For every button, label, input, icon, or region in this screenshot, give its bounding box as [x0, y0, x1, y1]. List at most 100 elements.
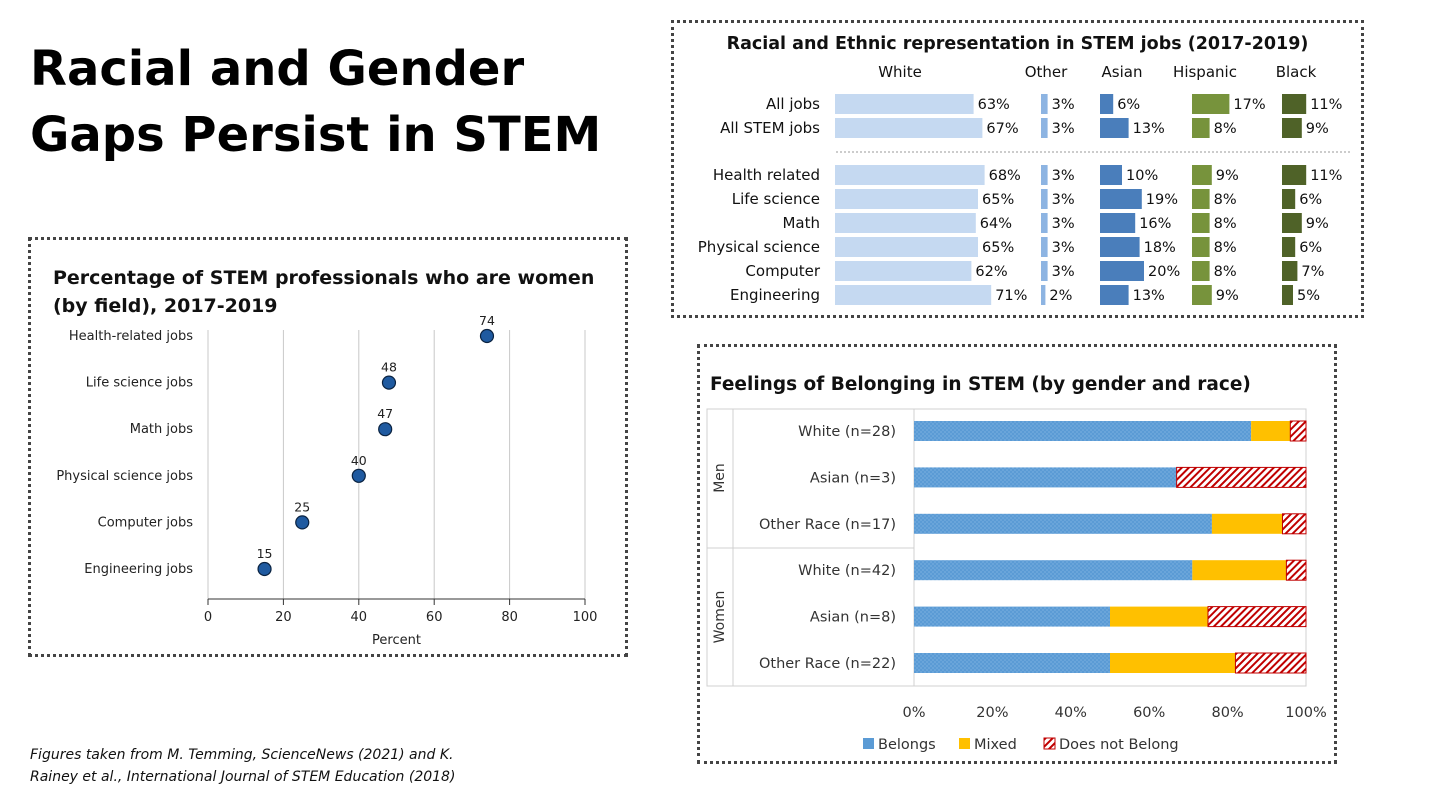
- slide-title: Racial and Gender Gaps Persist in STEM: [30, 36, 650, 168]
- race-bar-label: 13%: [1133, 121, 1165, 137]
- race-bar: [1100, 285, 1129, 305]
- belonging-bar-segment: [1176, 466, 1307, 488]
- race-category-label: All STEM jobs: [720, 119, 820, 137]
- women-x-tick-label: 20: [275, 610, 292, 625]
- race-bar-label: 71%: [995, 288, 1027, 304]
- women-chart-title-line1: Percentage of STEM professionals who are…: [53, 267, 595, 289]
- race-bar-label: 5%: [1297, 288, 1320, 304]
- race-bar: [1100, 189, 1142, 209]
- race-bar-label: 8%: [1214, 240, 1237, 256]
- belonging-category-label: White (n=28): [798, 424, 896, 440]
- race-bar-label: 19%: [1146, 192, 1178, 208]
- race-bar-label: 9%: [1306, 121, 1329, 137]
- belonging-bar-segment: [914, 421, 1252, 441]
- belonging-bar-segment: [1281, 513, 1307, 535]
- race-bar: [1041, 237, 1048, 257]
- race-category-label: All jobs: [766, 95, 820, 113]
- women-x-tick-label: 100: [573, 610, 598, 625]
- race-bar-label: 3%: [1052, 192, 1075, 208]
- race-bar-label: 9%: [1216, 288, 1239, 304]
- race-group-header: Other: [1025, 63, 1068, 81]
- belonging-bar-segment: [1289, 420, 1307, 442]
- women-category-label: Math jobs: [130, 422, 193, 437]
- race-bar-label: 3%: [1052, 216, 1075, 232]
- race-bar: [1100, 213, 1136, 233]
- race-bar-label: 20%: [1148, 264, 1180, 280]
- belonging-group-label-women: Women: [712, 591, 728, 644]
- women-data-point: [351, 468, 366, 483]
- footnote-line2: Rainey et al., International Journal of …: [30, 769, 456, 785]
- race-category-label: Engineering: [730, 286, 820, 304]
- race-bar: [1041, 189, 1048, 209]
- race-bar: [835, 213, 976, 233]
- belonging-category-label: White (n=42): [798, 563, 896, 579]
- race-bar: [1192, 118, 1210, 138]
- race-bar: [835, 261, 972, 281]
- race-bar: [835, 118, 983, 138]
- race-bar-label: 68%: [989, 168, 1021, 184]
- race-bar: [1282, 285, 1293, 305]
- belonging-chart-panel: Feelings of Belonging in STEM (by gender…: [697, 344, 1337, 764]
- race-chart-svg: White Other Asian Hispanic Black All jobs 63% 3…: [698, 63, 1351, 305]
- women-chart-panel: Percentage of STEM professionals who are…: [28, 237, 628, 657]
- race-bar: [1100, 165, 1122, 185]
- race-bar: [1100, 261, 1144, 281]
- race-bar-label: 13%: [1133, 288, 1165, 304]
- women-category-label: Engineering jobs: [84, 562, 193, 577]
- belonging-category-label: Asian (n=8): [810, 610, 896, 626]
- belonging-bar-segment: [914, 467, 1177, 488]
- race-bar-label: 8%: [1214, 264, 1237, 280]
- women-data-label: 40: [351, 453, 367, 468]
- race-bar-label: 8%: [1214, 192, 1237, 208]
- race-bar: [1282, 189, 1296, 209]
- belonging-bar-segment: [1211, 513, 1283, 534]
- race-bar-label: 6%: [1299, 240, 1322, 256]
- race-bar-label: 65%: [982, 240, 1014, 256]
- race-bar-label: 3%: [1052, 97, 1075, 113]
- race-chart-title: Racial and Ethnic representation in STEM…: [726, 34, 1309, 54]
- belonging-bar-segment: [1110, 606, 1208, 627]
- women-data-label: 74: [479, 313, 495, 328]
- race-bar: [1100, 237, 1140, 257]
- belonging-chart-svg: Men Women White (n=28) Asian (n=3) Other Rac…: [706, 408, 1327, 753]
- race-bar-label: 3%: [1052, 168, 1075, 184]
- women-data-point: [381, 375, 397, 390]
- belonging-category-label: Other Race (n=22): [759, 656, 896, 672]
- slide-title-line2: Gaps Persist in STEM: [30, 107, 602, 163]
- race-bar-label: 17%: [1233, 97, 1265, 113]
- race-bar-label: 11%: [1310, 168, 1342, 184]
- race-bar: [1192, 165, 1212, 185]
- race-group-header: White: [878, 63, 922, 81]
- race-bar: [835, 94, 974, 114]
- women-data-label: 47: [377, 406, 393, 421]
- race-bar: [1282, 94, 1307, 114]
- belonging-bar-segment: [1234, 652, 1307, 674]
- belonging-bar-segment: [1110, 653, 1236, 673]
- women-category-label: Health-related jobs: [69, 329, 193, 344]
- race-bar-label: 7%: [1301, 264, 1324, 280]
- race-bar: [1100, 118, 1129, 138]
- race-bar-label: 3%: [1052, 240, 1075, 256]
- race-chart-panel: Racial and Ethnic representation in STEM…: [671, 20, 1364, 318]
- race-category-label: Physical science: [698, 238, 820, 256]
- women-chart-title: Percentage of STEM professionals who are…: [53, 264, 613, 320]
- belonging-x-tick-label: 60%: [1133, 705, 1165, 721]
- belonging-bar-segment: [1192, 560, 1287, 581]
- race-bar: [1282, 237, 1296, 257]
- belonging-legend-label: Mixed: [974, 737, 1017, 753]
- race-bar: [1041, 118, 1048, 138]
- women-data-label: 15: [257, 546, 273, 561]
- race-bar-label: 8%: [1214, 121, 1237, 137]
- belonging-category-label: Asian (n=3): [810, 470, 896, 486]
- race-category-label: Computer: [745, 262, 820, 280]
- women-data-point: [479, 328, 495, 344]
- women-category-label: Computer jobs: [98, 515, 194, 530]
- belonging-x-tick-label: 0%: [902, 705, 925, 721]
- race-bar-label: 10%: [1126, 168, 1158, 184]
- footnote-line1: Figures taken from M. Temming, ScienceNe…: [30, 747, 454, 763]
- race-bar: [1192, 213, 1210, 233]
- race-bar: [1192, 237, 1210, 257]
- race-bar-label: 65%: [982, 192, 1014, 208]
- belonging-legend-swatch: [863, 738, 874, 749]
- belonging-x-tick-label: 40%: [1055, 705, 1087, 721]
